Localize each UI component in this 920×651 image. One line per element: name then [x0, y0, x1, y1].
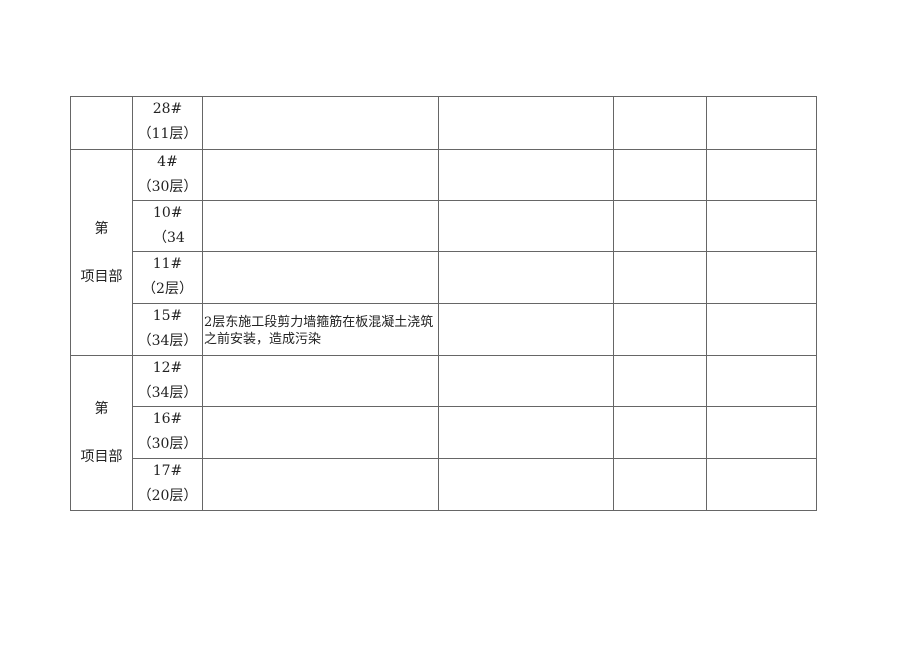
dept-label: 项目部 — [80, 449, 123, 465]
cell — [613, 355, 707, 407]
floor-count: （34 — [153, 230, 185, 246]
building-cell: 11# （2层） — [132, 251, 203, 304]
floor-count: （34层） — [137, 333, 198, 349]
floor-count: （2层） — [142, 281, 193, 297]
cell — [613, 96, 707, 150]
building-cell: 4# （30层） — [132, 149, 203, 201]
dept-cell: 第项目部 — [70, 149, 133, 356]
building-number: 28# — [152, 101, 183, 117]
table-row: 17# （20层） — [71, 458, 817, 511]
cell — [613, 200, 707, 252]
floor-count: （20层） — [137, 488, 198, 504]
cell — [706, 96, 817, 150]
building-cell: 28# （11层） — [132, 96, 203, 150]
cell — [613, 303, 707, 356]
cell — [438, 303, 614, 356]
issue-cell — [202, 96, 439, 150]
dept-label: 第 — [94, 401, 109, 417]
issue-cell — [202, 458, 439, 511]
cell — [613, 149, 707, 201]
table-row: 28# （11层） — [70, 96, 817, 150]
cell — [706, 458, 817, 511]
cell — [438, 251, 614, 304]
cell — [706, 355, 817, 407]
dept-label: 项目部 — [80, 268, 123, 285]
table-row: 11# （2层） — [71, 251, 817, 304]
table-row: 15# （34层） 2层东施工段剪力墙箍筋在板混凝土浇筑之前安装，造成污染 — [71, 303, 817, 356]
building-cell: 16# （30层） — [132, 406, 203, 459]
issue-cell — [202, 406, 439, 459]
cell — [613, 458, 707, 511]
building-number: 4# — [157, 154, 178, 170]
table-row: 16# （30层） — [71, 406, 817, 459]
issue-cell — [202, 200, 439, 252]
dept-label: 第 — [94, 220, 109, 237]
building-number: 10# — [153, 205, 183, 221]
issue-cell: 2层东施工段剪力墙箍筋在板混凝土浇筑之前安装，造成污染 — [202, 303, 439, 356]
inspection-table: 28# （11层） 第项目部 4# （30层） 10# （34 11# （2层） 15#… — [70, 96, 817, 511]
issue-cell — [202, 355, 439, 407]
building-cell: 17# （20层） — [132, 458, 203, 511]
cell — [613, 406, 707, 459]
dept-cell — [70, 96, 133, 150]
floor-count: （30层） — [137, 179, 198, 195]
cell — [706, 406, 817, 459]
issue-cell — [202, 149, 439, 201]
cell — [438, 355, 614, 407]
building-number: 11# — [152, 256, 183, 272]
cell — [438, 96, 614, 150]
building-cell: 10# （34 — [132, 200, 203, 252]
cell — [706, 303, 817, 356]
floor-count: （34层） — [137, 385, 198, 401]
issue-cell — [202, 251, 439, 304]
cell — [613, 251, 707, 304]
cell — [706, 200, 817, 252]
floor-count: （11层） — [137, 126, 198, 142]
cell — [438, 458, 614, 511]
building-cell: 12# （34层） — [132, 355, 203, 407]
cell — [438, 200, 614, 252]
table-row: 第项目部 12# （34层） — [70, 355, 817, 511]
floor-count: （30层） — [137, 436, 198, 452]
table-row: 10# （34 — [71, 200, 817, 252]
table-row: 第项目部 4# （30层） — [70, 149, 817, 356]
building-number: 17# — [152, 463, 183, 479]
cell — [706, 251, 817, 304]
building-number: 12# — [152, 360, 183, 376]
building-number: 15# — [152, 308, 183, 324]
cell — [438, 149, 614, 201]
cell — [438, 406, 614, 459]
building-number: 16# — [152, 411, 183, 427]
building-cell: 15# （34层） — [132, 303, 203, 356]
cell — [706, 149, 817, 201]
dept-cell: 第项目部 — [70, 355, 133, 511]
